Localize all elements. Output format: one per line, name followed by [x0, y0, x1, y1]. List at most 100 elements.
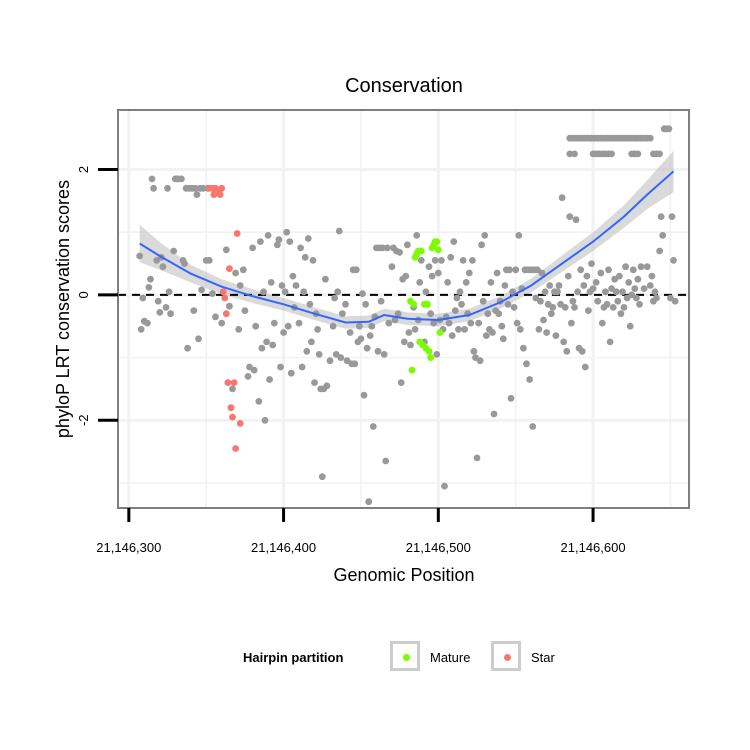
- data-point-other: [572, 216, 580, 224]
- data-point-other: [482, 332, 490, 339]
- data-point-other: [431, 257, 439, 264]
- data-point-other: [541, 288, 549, 296]
- data-point-other: [657, 213, 665, 221]
- data-point-other: [462, 279, 470, 286]
- data-point-other: [263, 338, 270, 346]
- data-point-other: [451, 307, 459, 314]
- data-point-other: [481, 232, 489, 239]
- data-point-other: [226, 302, 233, 310]
- data-point-other: [583, 272, 591, 280]
- data-point-other: [379, 244, 386, 252]
- data-point-other: [266, 376, 273, 383]
- data-point-other: [510, 304, 518, 311]
- data-point-other: [558, 194, 566, 202]
- data-point-other: [402, 272, 410, 280]
- data-point-other: [668, 213, 676, 221]
- data-point-other: [397, 379, 405, 386]
- data-point-other: [526, 376, 533, 383]
- data-point-other: [205, 257, 213, 264]
- data-point-other: [637, 263, 645, 271]
- data-point-other: [274, 241, 281, 249]
- data-point-other: [438, 257, 445, 264]
- data-point-other: [405, 329, 413, 336]
- data-point-other: [147, 275, 154, 283]
- data-point-other: [391, 316, 399, 324]
- data-point-star: [229, 413, 236, 421]
- data-point-other: [547, 310, 555, 318]
- x-tick-label: 21,146,300: [96, 540, 161, 555]
- data-point-other: [323, 382, 331, 390]
- data-point-other: [326, 357, 334, 365]
- data-point-other: [490, 410, 498, 418]
- data-point-other: [369, 423, 377, 430]
- data-point-other: [597, 269, 605, 277]
- data-point-other: [301, 253, 309, 261]
- data-point-other: [498, 322, 506, 330]
- legend: Hairpin partition Mature Star: [0, 640, 750, 676]
- data-point-other: [368, 322, 376, 330]
- data-point-other: [564, 272, 572, 280]
- data-point-other: [493, 269, 501, 277]
- data-point-other: [331, 294, 338, 302]
- data-point-other: [489, 329, 496, 336]
- data-point-other: [634, 150, 642, 158]
- data-point-other: [640, 285, 648, 292]
- data-point-other: [150, 184, 158, 192]
- data-point-star: [230, 379, 238, 386]
- data-point-other: [306, 300, 314, 308]
- legend-label-star: Star: [531, 650, 555, 665]
- data-point-other: [411, 326, 419, 333]
- data-point-other: [162, 304, 170, 311]
- data-point-other: [549, 304, 557, 311]
- data-point-other: [629, 266, 637, 274]
- data-point-other: [425, 263, 433, 271]
- smooth-layer: [139, 170, 675, 324]
- data-point-other: [588, 260, 595, 267]
- data-point-other: [648, 272, 656, 280]
- data-point-other: [356, 322, 363, 330]
- data-point-star: [226, 265, 233, 272]
- data-point-other: [626, 322, 634, 330]
- data-point-other: [342, 300, 349, 308]
- data-point-other: [555, 282, 563, 289]
- data-point-other: [665, 125, 673, 133]
- data-point-other: [178, 175, 185, 183]
- data-point-other: [184, 344, 192, 352]
- data-point-other: [581, 363, 589, 371]
- data-point-other: [308, 338, 315, 346]
- data-point-other: [383, 244, 391, 252]
- data-point-other: [636, 300, 643, 308]
- data-point-other: [537, 297, 544, 305]
- data-point-other: [619, 288, 626, 296]
- data-point-other: [546, 282, 554, 289]
- data-point-star: [236, 420, 244, 427]
- data-point-mature: [425, 347, 433, 355]
- data-point-other: [461, 326, 468, 333]
- data-point-other: [447, 253, 455, 261]
- data-point-other: [360, 391, 368, 399]
- data-point-other: [450, 238, 458, 246]
- data-point-other: [318, 473, 326, 481]
- data-point-other: [235, 326, 243, 333]
- data-point-other: [289, 272, 297, 280]
- data-point-other: [469, 257, 476, 264]
- legend-dot-mature: [403, 654, 410, 661]
- data-point-other: [156, 309, 164, 316]
- data-point-other: [388, 263, 396, 271]
- data-point-other: [608, 150, 615, 158]
- data-point-other: [605, 266, 612, 274]
- data-point-other: [569, 297, 577, 305]
- data-point-star: [216, 191, 224, 199]
- data-point-other: [280, 329, 287, 336]
- data-point-other: [198, 286, 206, 294]
- data-point-other: [304, 235, 312, 242]
- data-point-mature: [436, 329, 444, 336]
- data-point-other: [459, 257, 467, 264]
- x-tick-label: 21,146,600: [561, 540, 626, 555]
- data-point-other: [622, 263, 629, 271]
- data-point-other: [670, 257, 677, 264]
- data-point-other: [456, 288, 464, 296]
- data-point-other: [283, 228, 291, 236]
- data-point-other: [568, 319, 575, 327]
